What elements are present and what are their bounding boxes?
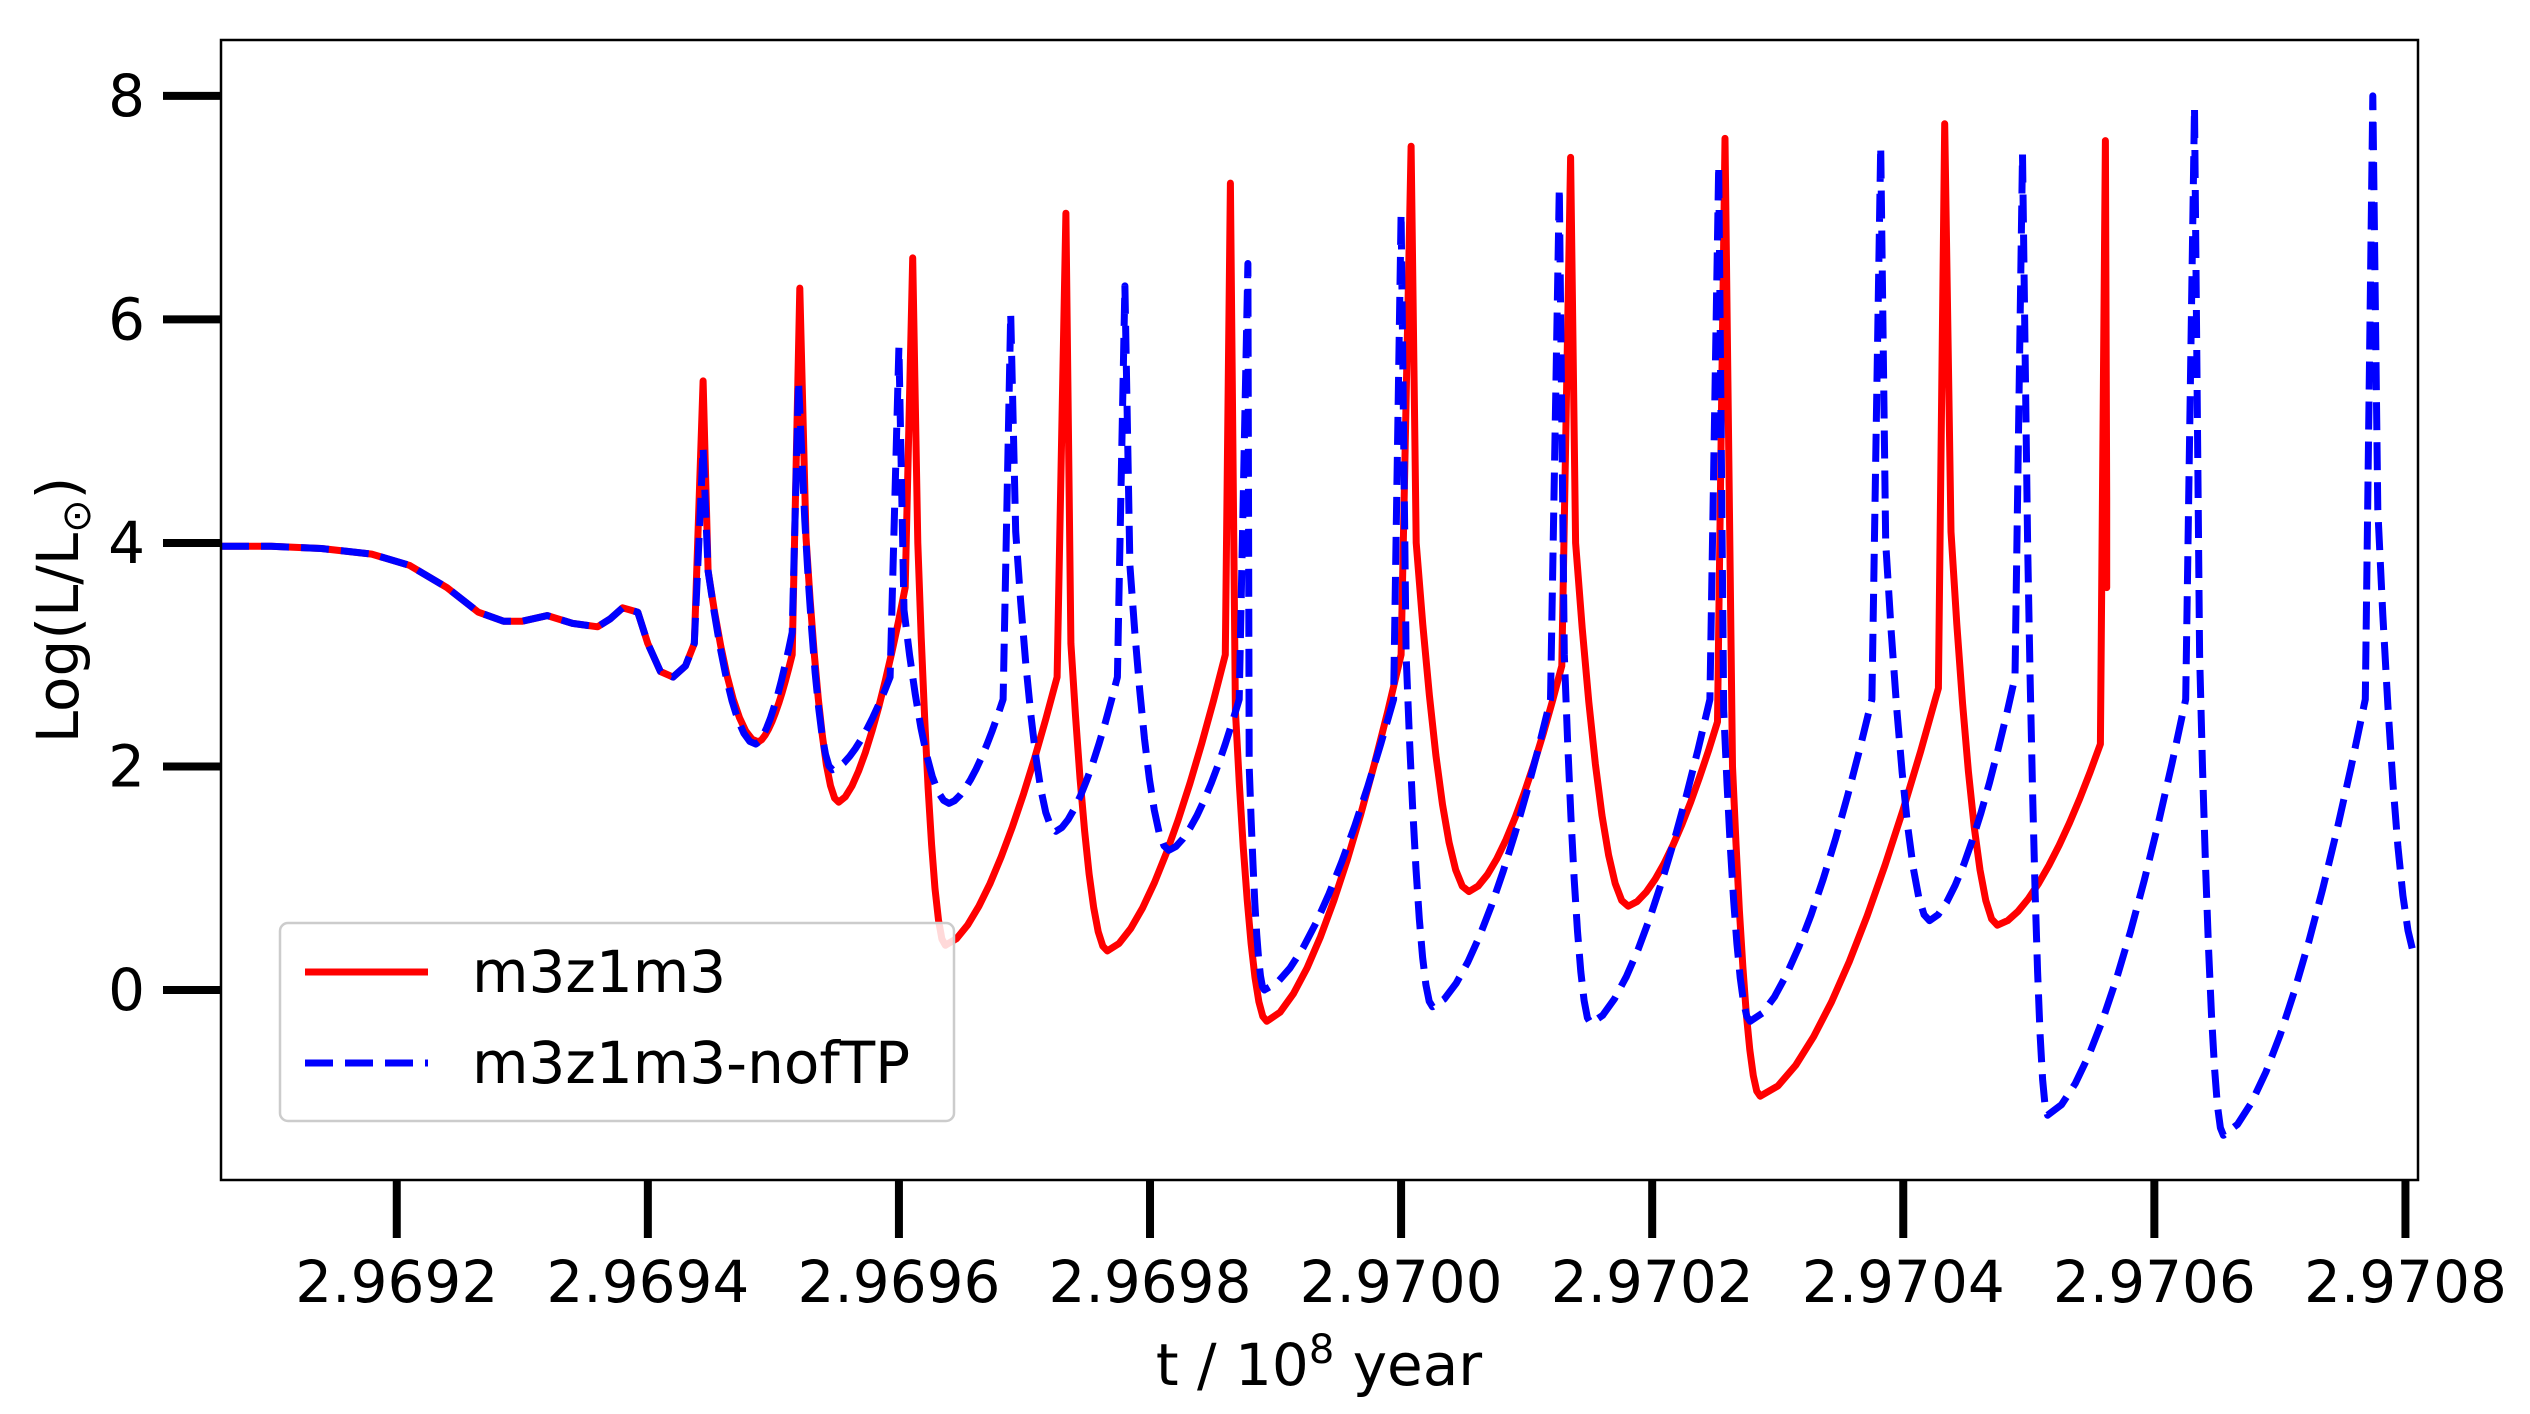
y-tick-label: 2 — [108, 732, 145, 800]
y-tick-label: 0 — [108, 956, 145, 1024]
x-tick-label: 2.9696 — [797, 1248, 1000, 1316]
y-axis-label: Log(L/L⊙) — [24, 477, 100, 744]
x-tick-label: 2.9694 — [546, 1248, 749, 1316]
legend-label: m3z1m3-nofTP — [472, 1029, 910, 1097]
y-axis: 0 2 4 6 8 — [108, 62, 221, 1024]
x-tick-label: 2.9708 — [2304, 1248, 2507, 1316]
plot-frame — [219, 38, 2420, 1182]
x-tick-label: 2.9700 — [1300, 1248, 1503, 1316]
series-layer — [221, 92, 2418, 1139]
x-tick-label: 2.9702 — [1551, 1248, 1754, 1316]
y-tick-label: 8 — [108, 62, 145, 130]
x-tick-label: 2.9698 — [1049, 1248, 1252, 1316]
x-tick-label: 2.9704 — [1802, 1248, 2005, 1316]
y-tick-label: 6 — [108, 285, 145, 353]
y-tick-label: 4 — [108, 509, 145, 577]
legend-box — [278, 921, 956, 1123]
x-tick-label: 2.9692 — [295, 1248, 498, 1316]
x-tick-label: 2.9706 — [2053, 1248, 2256, 1316]
x-axis-label: t / 108 year — [1156, 1327, 1482, 1399]
series-line — [221, 120, 2111, 1100]
x-axis: 2.9692 2.9694 2.9696 2.9698 2.9700 2.9702 2.97… — [295, 1180, 2507, 1316]
legend-label: m3z1m3 — [472, 938, 726, 1006]
legend: m3z1m3 m3z1m3-nofTP — [278, 921, 956, 1123]
